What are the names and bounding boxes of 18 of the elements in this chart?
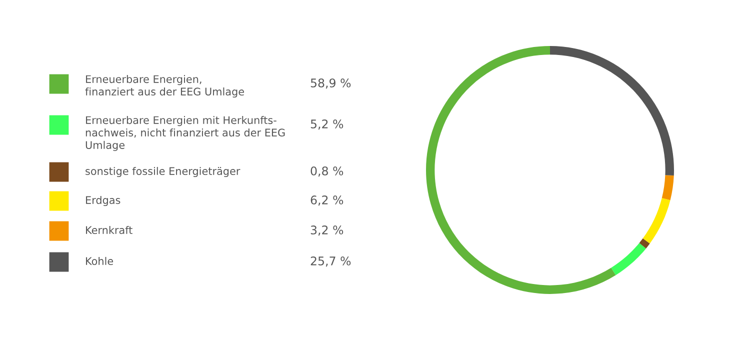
donut-slice <box>426 46 616 294</box>
legend-label: Erdgas <box>86 196 120 206</box>
data-label: 0,8 % <box>310 166 344 177</box>
data-label: 6,2 % <box>310 195 344 206</box>
legend-label: Erneuerbare Energien mit Herkunfts- nachweis, nicht finanziert aus der EEG Umlage <box>86 116 285 151</box>
data-label: 25,7 % <box>310 256 351 267</box>
legend-label: Erneuerbare Energien, finanziert aus der EEG Umlage <box>85 75 244 98</box>
donut-slice <box>611 242 646 276</box>
legend-label: sonstige fossile Energieträger <box>86 166 240 178</box>
data-label: 3,2 % <box>310 225 344 236</box>
data-label: 5,2 % <box>310 119 344 130</box>
legend-label: Kernkraft <box>86 226 132 234</box>
donut-slice <box>662 175 674 200</box>
donut-slice <box>639 238 650 248</box>
donut-slice <box>550 46 674 176</box>
legend-label: Kohle <box>86 256 114 266</box>
data-label: 58,9 % <box>310 78 351 89</box>
donut-slice <box>642 198 670 244</box>
